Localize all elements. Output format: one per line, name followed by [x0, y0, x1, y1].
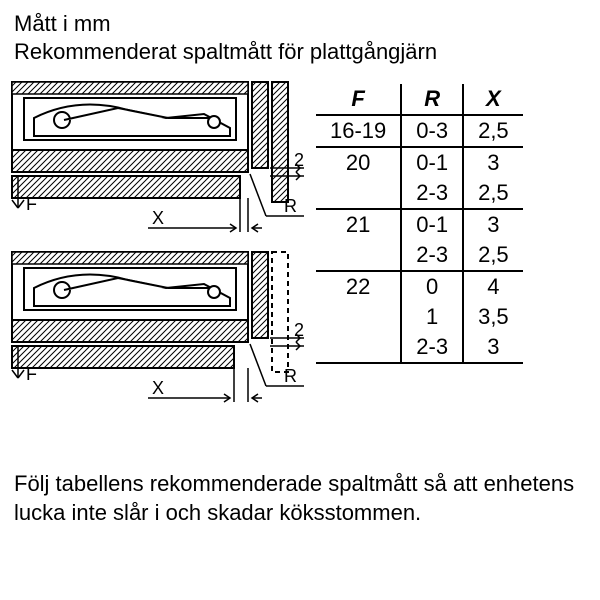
- cell-R: 0-1: [401, 209, 463, 240]
- label-X-upper: X: [152, 208, 164, 228]
- table-row: 2-33: [316, 332, 523, 363]
- cell-R: 0: [401, 271, 463, 302]
- footer-note: Följ tabellens rekommenderade spaltmått …: [14, 470, 580, 527]
- cell-F: [316, 240, 401, 271]
- cell-R: 2-3: [401, 240, 463, 271]
- hinge-diagram: 2 F X R: [8, 78, 308, 408]
- cell-F: [316, 178, 401, 209]
- cell-X: 3: [463, 209, 523, 240]
- gap-spec-table: F R X 16-190-32,5200-132-32,5210-132-32,…: [316, 84, 523, 364]
- cell-X: 2,5: [463, 178, 523, 209]
- table-row: 2204: [316, 271, 523, 302]
- cell-F: 22: [316, 271, 401, 302]
- cell-X: 4: [463, 271, 523, 302]
- title-block: Mått i mm Rekommenderat spaltmått för pl…: [14, 10, 437, 65]
- table-row: 16-190-32,5: [316, 115, 523, 147]
- label-R-lower: R: [284, 366, 297, 386]
- cell-R: 2-3: [401, 178, 463, 209]
- cell-F: [316, 302, 401, 332]
- table-row: 2-32,5: [316, 240, 523, 271]
- title-line2: Rekommenderat spaltmått för plattgångjär…: [14, 38, 437, 66]
- label-F-lower: F: [26, 364, 37, 384]
- table-row: 2-32,5: [316, 178, 523, 209]
- cell-F: 21: [316, 209, 401, 240]
- cell-F: [316, 332, 401, 363]
- spec-table: F R X 16-190-32,5200-132-32,5210-132-32,…: [316, 84, 523, 364]
- col-F: F: [316, 84, 401, 115]
- label-X-lower: X: [152, 378, 164, 398]
- table-row: 13,5: [316, 302, 523, 332]
- cell-X: 3,5: [463, 302, 523, 332]
- col-R: R: [401, 84, 463, 115]
- cell-R: 1: [401, 302, 463, 332]
- label-R-upper: R: [284, 196, 297, 216]
- table-row: 200-13: [316, 147, 523, 178]
- col-X: X: [463, 84, 523, 115]
- gap-label-upper: 2: [294, 150, 304, 170]
- cell-R: 2-3: [401, 332, 463, 363]
- gap-label-lower: 2: [294, 320, 304, 340]
- label-F-upper: F: [26, 194, 37, 214]
- table-row: 210-13: [316, 209, 523, 240]
- cell-X: 2,5: [463, 115, 523, 147]
- cell-F: 16-19: [316, 115, 401, 147]
- cell-R: 0-3: [401, 115, 463, 147]
- cell-R: 0-1: [401, 147, 463, 178]
- title-line1: Mått i mm: [14, 10, 437, 38]
- cell-F: 20: [316, 147, 401, 178]
- cell-X: 2,5: [463, 240, 523, 271]
- cell-X: 3: [463, 147, 523, 178]
- lower-section: 2 F X R: [12, 252, 304, 402]
- upper-section: 2 F X R: [12, 82, 304, 232]
- cell-X: 3: [463, 332, 523, 363]
